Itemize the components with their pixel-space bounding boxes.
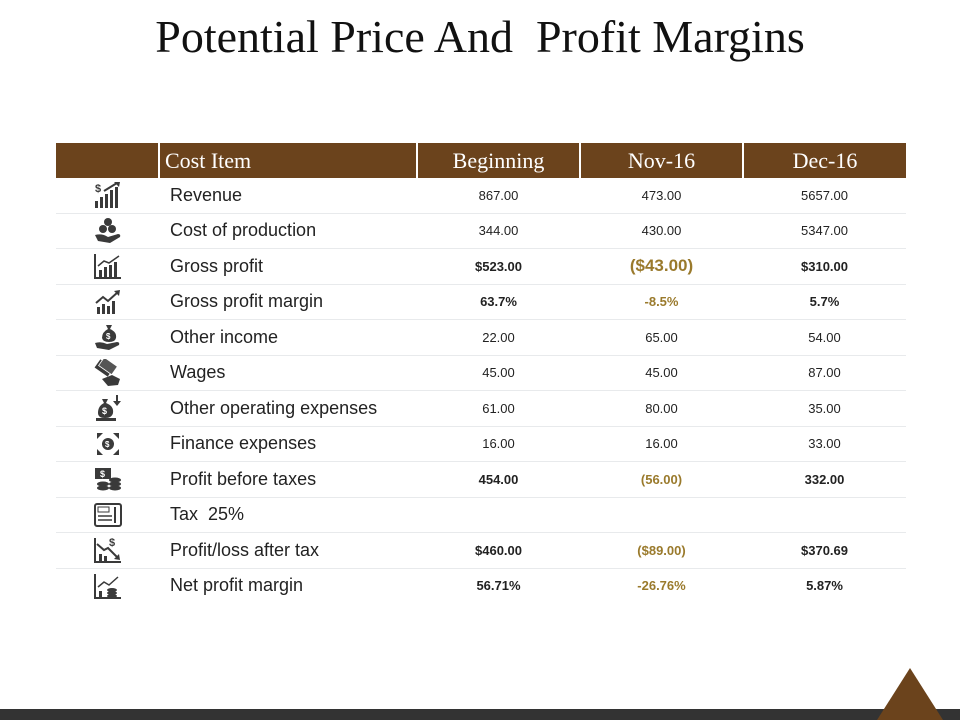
table-row: $ Revenue 867.00 473.00 5657.00: [56, 178, 906, 214]
dec-16-cell: 332.00: [743, 461, 906, 498]
dec-16-cell: 54.00: [743, 319, 906, 356]
beginning-cell: 61.00: [417, 390, 580, 427]
profit-margins-table: Cost Item Beginning Nov-16 Dec-16 $ Reve…: [56, 143, 906, 603]
dec-16-cell: $310.00: [743, 248, 906, 285]
cost-item-cell: Gross profit: [159, 248, 417, 285]
cost-item-cell: Finance expenses: [159, 426, 417, 462]
beginning-cell: [417, 497, 580, 533]
nov-16-cell: -8.5%: [580, 284, 743, 320]
footer-bar: [0, 709, 960, 720]
tax-document-icon: [93, 502, 122, 527]
dec-16-cell: 5.87%: [806, 578, 843, 594]
beginning-cell: $523.00: [417, 248, 580, 285]
beginning-cell: $460.00: [417, 532, 580, 569]
cost-item-cell: Revenue: [159, 178, 417, 214]
table-row: Tax 25%: [56, 497, 906, 533]
dec-16-cell: 33.00: [743, 426, 906, 462]
beginning-cell: 22.00: [417, 319, 580, 356]
revenue-chart-icon: $: [94, 182, 120, 209]
nov-16-cell: ($89.00): [580, 532, 743, 569]
cost-item-cell: Profit/loss after tax: [159, 532, 417, 569]
table-row: $ Other operating expenses 61.00 80.00 3…: [56, 390, 906, 427]
dec-16-header: Dec-16: [742, 143, 906, 178]
beginning-cell: 344.00: [417, 213, 580, 249]
cash-hand-icon: [94, 358, 120, 386]
dec-16-cell: $370.69: [743, 532, 906, 569]
svg-text:$: $: [109, 537, 115, 549]
table-row: Cost of production 344.00 430.00 5347.00: [56, 213, 906, 249]
table-row: Gross profit margin 63.7% -8.5% 5.7%: [56, 284, 906, 320]
coin-arrows-icon: $: [96, 432, 119, 455]
nov-16-cell: 473.00: [580, 178, 743, 214]
beginning-cell: 454.00: [417, 461, 580, 498]
table-row: $ Finance expenses 16.00 16.00 33.00: [56, 426, 906, 462]
nov-16-cell: (56.00): [580, 461, 743, 498]
table-row: $ Profit before taxes 454.00 (56.00) 332…: [56, 461, 906, 498]
table-row: Wages 45.00 45.00 87.00: [56, 355, 906, 391]
icon-column-header: [56, 143, 159, 178]
table-row: $ Other income 22.00 65.00 54.00: [56, 319, 906, 356]
cost-item-cell: Tax 25%: [159, 497, 417, 533]
cost-item-cell: Wages: [159, 355, 417, 391]
nov-16-cell: [580, 497, 743, 533]
beginning-header: Beginning: [416, 143, 580, 178]
cost-item-cell: Net profit margin: [170, 575, 304, 596]
cost-item-header: Cost Item: [158, 143, 417, 178]
svg-text:$: $: [100, 469, 105, 479]
cash-coins-icon: $: [94, 468, 121, 491]
money-bag-down-icon: $: [95, 395, 121, 422]
beginning-cell: 867.00: [417, 178, 580, 214]
chart-coins-icon: [93, 573, 121, 599]
nov-16-cell: 430.00: [580, 213, 743, 249]
nov-16-cell: 16.00: [580, 426, 743, 462]
dec-16-cell: 5347.00: [743, 213, 906, 249]
svg-text:$: $: [106, 332, 111, 341]
svg-text:$: $: [102, 406, 107, 416]
cost-item-cell: Other operating expenses: [159, 390, 417, 427]
beginning-cell: 45.00: [417, 355, 580, 391]
svg-text:$: $: [105, 440, 110, 449]
dec-16-cell: 5.7%: [743, 284, 906, 320]
dec-16-cell: 35.00: [743, 390, 906, 427]
dec-16-cell: 87.00: [743, 355, 906, 391]
cost-item-cell: Other income: [159, 319, 417, 356]
nov-16-cell: 65.00: [580, 319, 743, 356]
hand-coins-icon: [94, 217, 120, 243]
beginning-cell: 63.7%: [417, 284, 580, 320]
dec-16-cell: [743, 497, 906, 533]
beginning-cell: 16.00: [417, 426, 580, 462]
money-bag-hand-icon: $: [94, 325, 119, 351]
cost-item-cell: Profit before taxes: [159, 461, 417, 498]
nov-16-cell: 80.00: [580, 390, 743, 427]
cost-item-cell: Cost of production: [159, 213, 417, 249]
dec-16-cell: 5657.00: [743, 178, 906, 214]
nov-16-header: Nov-16: [579, 143, 743, 178]
beginning-cell: 56.71%: [476, 578, 521, 594]
svg-text:$: $: [95, 183, 101, 195]
growth-chart-icon: [94, 289, 120, 314]
bar-chart-icon: [93, 254, 121, 280]
table-header-row: Cost Item Beginning Nov-16 Dec-16: [56, 143, 906, 178]
cost-item-cell: Gross profit margin: [159, 284, 417, 320]
nov-16-cell: ($43.00): [580, 248, 743, 285]
table-row: Gross profit $523.00 ($43.00) $310.00: [56, 248, 906, 285]
table-row: Net profit margin 56.71% -26.76% 5.87%: [56, 568, 906, 603]
nov-16-cell: -26.76%: [637, 578, 686, 594]
nov-16-cell: 45.00: [580, 355, 743, 391]
loss-chart-icon: $: [93, 537, 121, 564]
page-title: Potential Price And Profit Margins: [155, 11, 805, 62]
corner-triangle: [877, 668, 943, 720]
table-row: $ Profit/loss after tax $460.00 ($89.00)…: [56, 532, 906, 569]
